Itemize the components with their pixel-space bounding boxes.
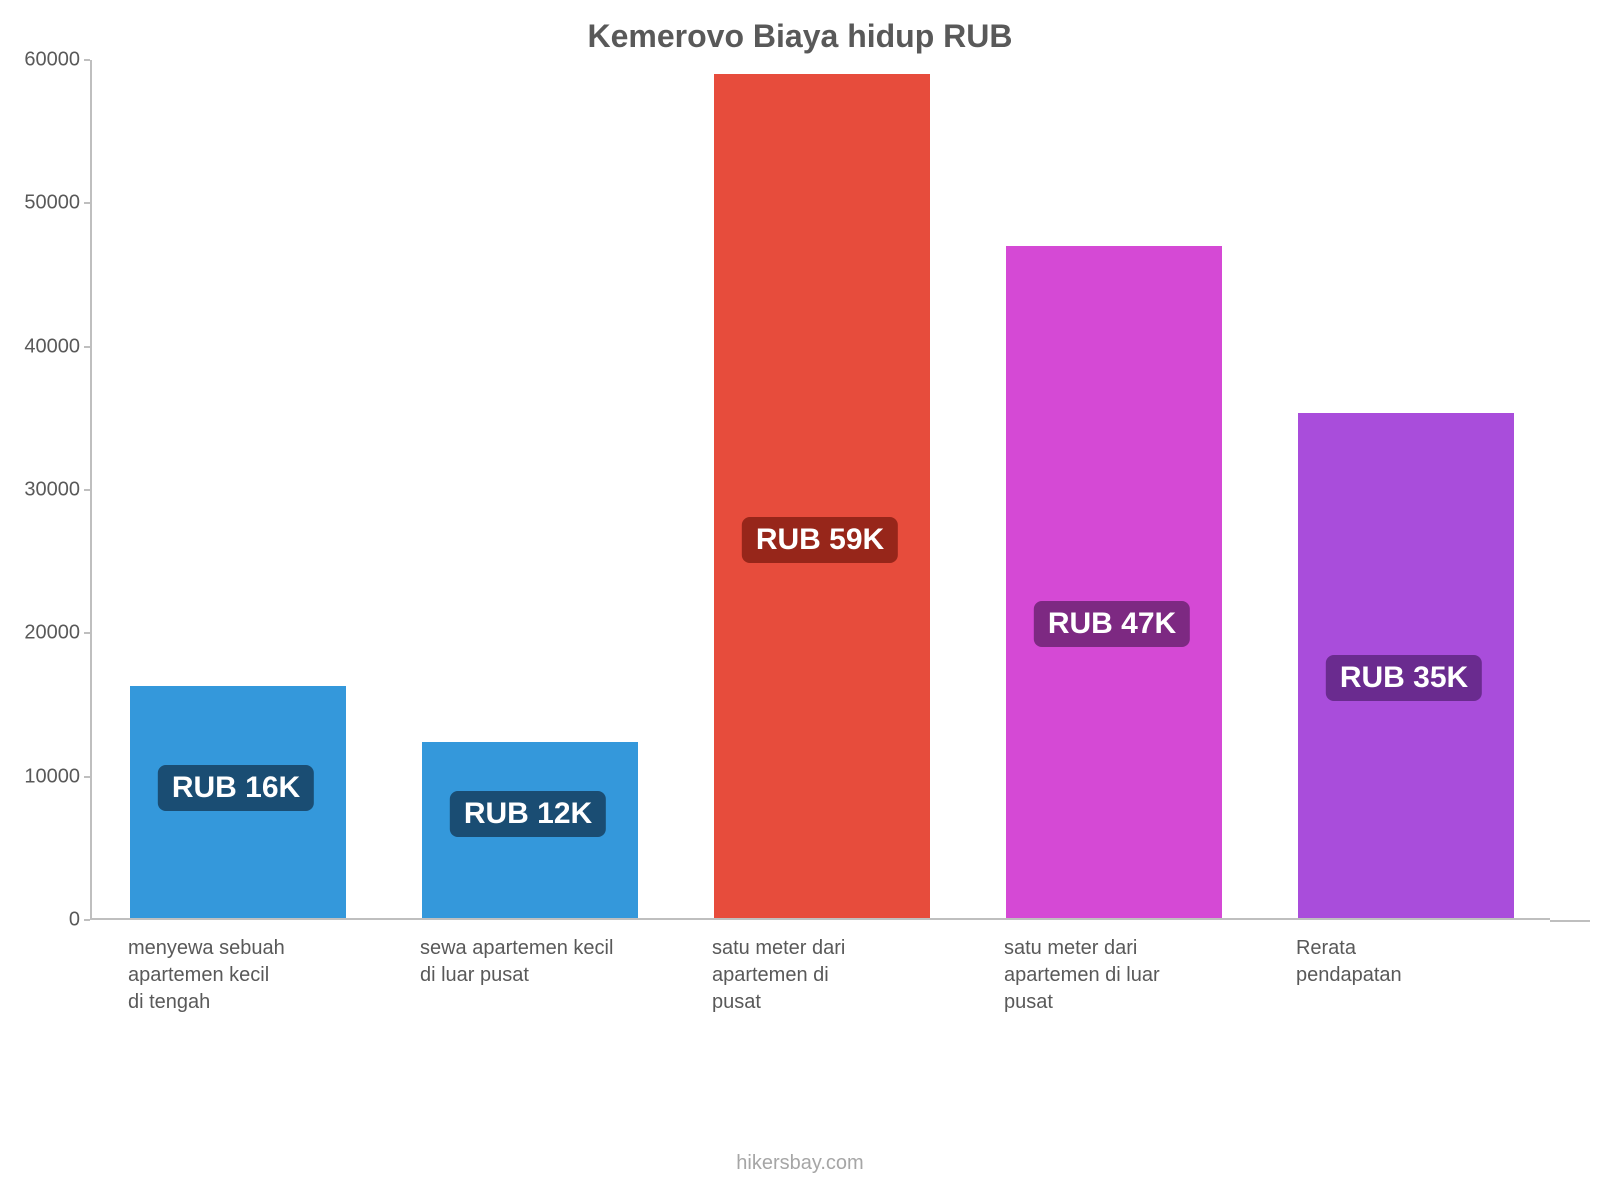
y-tick-mark <box>84 632 90 634</box>
y-tick-label: 10000 <box>20 765 80 788</box>
x-tick-label: satu meter dari apartemen di pusat <box>712 935 872 1016</box>
y-tick-mark <box>84 919 90 921</box>
y-tick-mark <box>84 489 90 491</box>
y-tick-label: 60000 <box>20 49 80 72</box>
baseline-extension <box>1550 920 1590 922</box>
value-label: RUB 35K <box>1326 655 1482 701</box>
value-label: RUB 47K <box>1034 601 1190 647</box>
y-tick-label: 40000 <box>20 335 80 358</box>
y-tick-label: 20000 <box>20 622 80 645</box>
value-label: RUB 12K <box>450 791 606 837</box>
y-tick-mark <box>84 776 90 778</box>
value-label: RUB 59K <box>742 517 898 563</box>
value-label: RUB 16K <box>158 765 314 811</box>
y-tick-mark <box>84 202 90 204</box>
chart-title: Kemerovo Biaya hidup RUB <box>0 18 1600 55</box>
chart-container: Kemerovo Biaya hidup RUB hikersbay.com 0… <box>0 0 1600 1200</box>
bar <box>1006 246 1222 918</box>
y-tick-label: 30000 <box>20 479 80 502</box>
x-tick-label: Rerata pendapatan <box>1296 935 1456 989</box>
y-tick-mark <box>84 59 90 61</box>
x-tick-label: satu meter dari apartemen di luar pusat <box>1004 935 1164 1016</box>
attribution-text: hikersbay.com <box>0 1152 1600 1175</box>
y-tick-label: 50000 <box>20 192 80 215</box>
x-tick-label: sewa apartemen kecil di luar pusat <box>420 935 630 989</box>
y-tick-mark <box>84 346 90 348</box>
bar <box>714 74 930 918</box>
x-tick-label: menyewa sebuah apartemen kecil di tengah <box>128 935 288 1016</box>
y-tick-label: 0 <box>20 909 80 932</box>
